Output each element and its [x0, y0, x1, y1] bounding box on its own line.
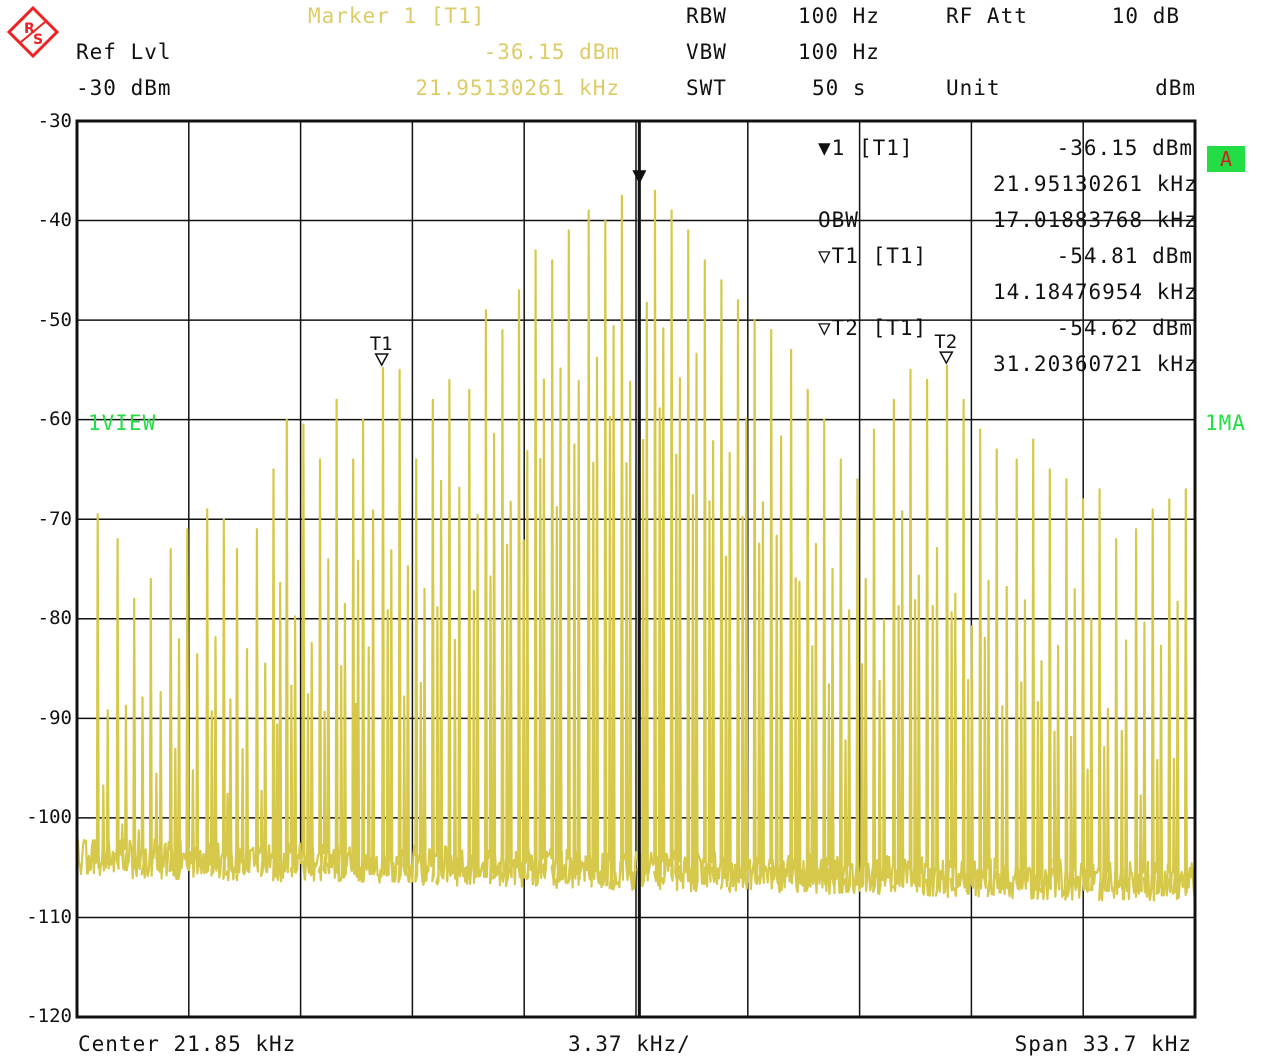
- t2-level: -54.62 dBm: [1056, 316, 1193, 340]
- rf-att-value: 10 dB: [1111, 4, 1180, 28]
- y-tick-label: -100: [26, 806, 72, 828]
- marker-title: Marker 1 [T1]: [308, 4, 486, 28]
- swt-value: 50 s: [812, 76, 867, 100]
- marker-level: -36.15 dBm: [483, 40, 620, 64]
- rbw-value: 100 Hz: [798, 4, 880, 28]
- trace-a-badge[interactable]: A: [1207, 146, 1245, 172]
- obw-value: 17.01883768 kHz: [993, 208, 1198, 232]
- view-label: 1VIEW: [88, 411, 157, 435]
- marker-1-level: -36.15 dBm: [1056, 136, 1193, 160]
- spectrum-trace: [75, 181, 1196, 902]
- t1-label: T1 [T1]: [831, 244, 928, 268]
- marker-t1-row-label: ▽T1 [T1]: [818, 244, 928, 268]
- marker-1-row-label: ▼1 [T1]: [818, 136, 914, 160]
- marker-1-label: 1 [T1]: [831, 136, 914, 160]
- y-tick-label: -120: [26, 1005, 72, 1027]
- marker-t2-label: T2: [934, 331, 957, 353]
- rbw-label: RBW: [686, 4, 727, 28]
- y-tick-label: -70: [37, 508, 72, 530]
- y-tick-label: -60: [37, 408, 72, 430]
- marker-t2-icon: [939, 351, 954, 365]
- t2-frequency: 31.20360721 kHz: [993, 352, 1198, 376]
- t1-frequency: 14.18476954 kHz: [993, 280, 1198, 304]
- plot-grid: [77, 121, 1195, 1017]
- plot-frame: [75, 119, 1197, 1019]
- obw-label: OBW: [818, 208, 859, 232]
- y-tick-label: -30: [37, 110, 72, 132]
- rohde-schwarz-logo-icon: R S: [7, 6, 59, 58]
- marker-1-frequency: 21.95130261 kHz: [993, 172, 1198, 196]
- span-value: Span 33.7 kHz: [1014, 1032, 1192, 1056]
- y-tick-label: -110: [26, 906, 72, 928]
- ref-level-label: Ref Lvl: [76, 40, 172, 64]
- unit-label: Unit: [946, 76, 1001, 100]
- vbw-label: VBW: [686, 40, 727, 64]
- per-division: 3.37 kHz/: [568, 1032, 691, 1056]
- y-tick-label: -80: [37, 607, 72, 629]
- marker-1-icon: [632, 170, 647, 185]
- y-tick-label: -50: [37, 309, 72, 331]
- swt-label: SWT: [686, 76, 727, 100]
- t2-label: T2 [T1]: [831, 316, 928, 340]
- max-hold-label: 1MA: [1205, 411, 1246, 435]
- marker-t2-row-label: ▽T2 [T1]: [818, 316, 928, 340]
- marker-t1-icon: [374, 353, 389, 367]
- marker-frequency: 21.95130261 kHz: [415, 76, 620, 100]
- y-tick-label: -40: [37, 209, 72, 231]
- y-tick-label: -90: [37, 707, 72, 729]
- svg-text:R: R: [24, 21, 35, 37]
- center-frequency: Center 21.85 kHz: [78, 1032, 297, 1056]
- t1-level: -54.81 dBm: [1056, 244, 1193, 268]
- svg-text:S: S: [33, 32, 43, 48]
- rf-att-label: RF Att: [946, 4, 1028, 28]
- marker-t1-label: T1: [370, 333, 393, 355]
- ref-level-value: -30 dBm: [76, 76, 172, 100]
- vbw-value: 100 Hz: [798, 40, 880, 64]
- unit-value: dBm: [1155, 76, 1196, 100]
